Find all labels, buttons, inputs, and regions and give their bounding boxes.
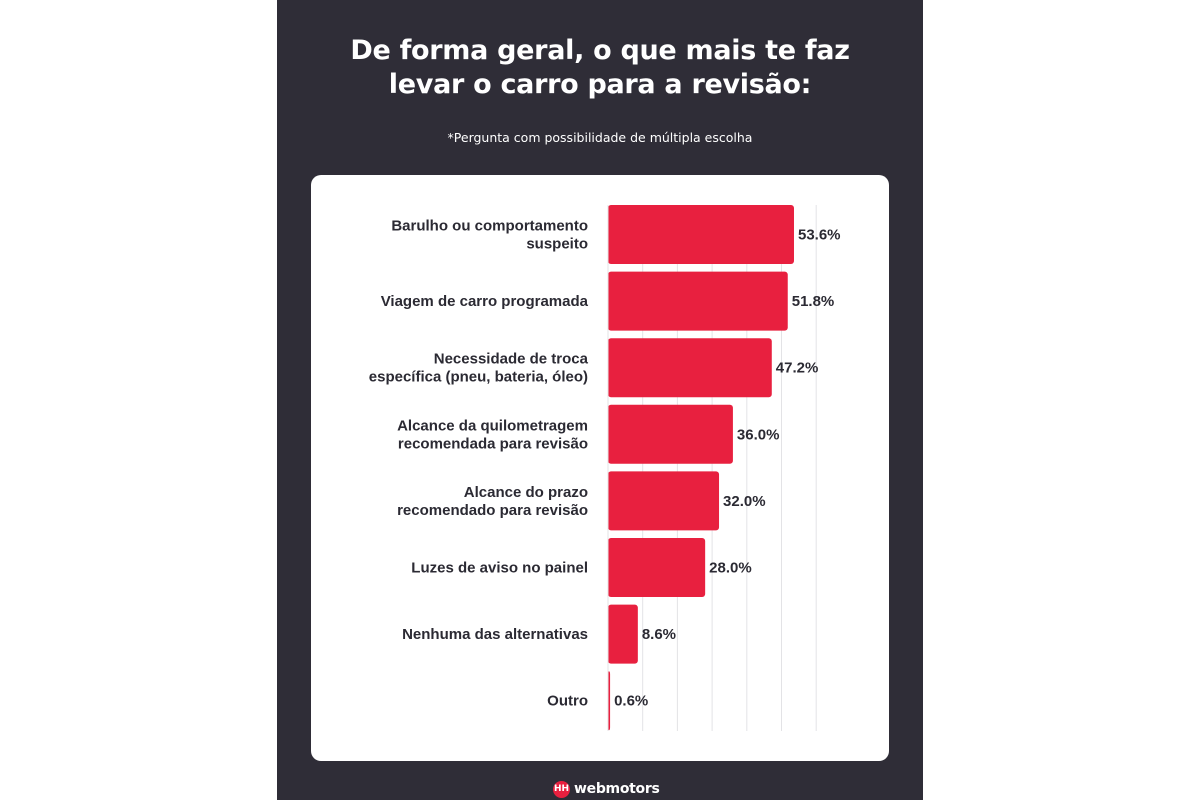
category-label: Alcance do prazo [464,484,588,501]
category-label: Outro [547,693,588,710]
chart-title: De forma geral, o que mais te faz levar … [277,34,923,102]
bar [608,338,772,398]
bar [608,404,733,464]
bar [608,538,706,597]
data-label: 47.2% [776,360,819,377]
brand-name: webmotors [574,781,660,797]
chart-title-line-1: De forma geral, o que mais te faz [350,35,850,66]
chart-card: 53.6% Barulho ou comportamento suspeito 51.… [311,175,889,761]
category-label: recomendada para revisão [398,435,588,452]
bar [608,271,788,331]
data-label: 51.8% [792,293,835,310]
webmotors-logo-icon: HH [553,780,570,798]
category-label: Alcance da quilometragem [397,417,588,434]
category-label: Luzes de aviso no painel [411,560,588,577]
bar [608,205,794,264]
category-label: Necessidade de troca [434,351,589,368]
data-label: 0.6% [614,693,648,710]
category-label: Viagem de carro programada [381,293,589,310]
data-label: 36.0% [737,426,780,443]
chart-title-line-2: levar o carro para a revisão: [388,69,812,100]
category-label: Nenhuma das alternativas [402,626,588,643]
bar [608,671,611,731]
bar [608,471,720,531]
category-label: recomendado para revisão [397,502,588,519]
data-label: 8.6% [642,626,676,643]
data-label: 53.6% [798,227,841,244]
brand-logo: HH webmotors [553,779,660,799]
category-label: suspeito [526,236,588,253]
category-label: específica (pneu, bateria, óleo) [369,369,588,386]
category-label: Barulho ou comportamento [391,218,588,235]
chart-subtitle: *Pergunta com possibilidade de múltipla … [447,130,753,145]
data-label: 28.0% [709,560,752,577]
data-label: 32.0% [723,493,766,510]
bar [608,604,638,664]
